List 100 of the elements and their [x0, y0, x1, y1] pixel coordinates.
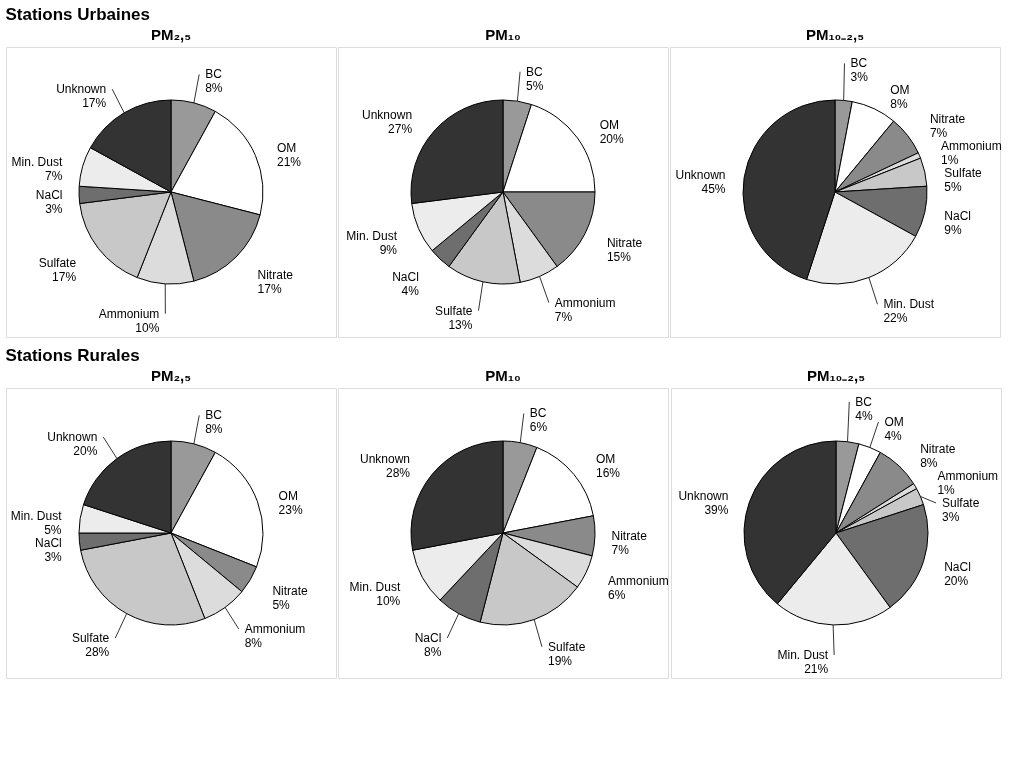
- slice-label: Sulfate: [942, 495, 980, 510]
- slice-label: Nitrate: [611, 529, 648, 544]
- data-label: 8%: [205, 422, 223, 437]
- slice-label: NaCl: [944, 208, 971, 223]
- data-label: 20%: [599, 131, 625, 146]
- data-label: 8%: [423, 644, 442, 659]
- data-label: 10%: [135, 320, 160, 335]
- slice-label: NaCl: [35, 188, 63, 203]
- slice-label: Ammonium: [554, 295, 616, 310]
- text: Stations Rurales: [5, 345, 140, 365]
- slice-label: OM: [277, 140, 297, 155]
- data-label: 17%: [52, 269, 77, 284]
- slice-label: OM: [595, 452, 616, 467]
- data-label: 20%: [73, 444, 98, 459]
- slice-label: BC: [526, 64, 544, 79]
- data-label: 20%: [944, 573, 969, 588]
- data-label: 9%: [944, 222, 962, 237]
- slice-label: NaCl: [944, 559, 971, 574]
- data-label: 7%: [929, 125, 948, 140]
- slice-label: OM: [599, 117, 620, 132]
- data-label: 21%: [277, 154, 302, 169]
- chart-title: PM₁₀: [485, 367, 521, 384]
- slice-label: Unknown: [362, 108, 413, 123]
- slice-label: Min. Dust: [777, 647, 829, 662]
- slice-label: Unknown: [359, 452, 411, 467]
- data-label: 3%: [942, 509, 960, 524]
- data-label: 8%: [244, 635, 263, 650]
- data-label: 5%: [272, 597, 291, 612]
- data-label: 6%: [529, 420, 548, 435]
- chart-title: PM₂,₅: [150, 367, 192, 384]
- slice-label: BC: [205, 408, 223, 423]
- data-label: 10%: [376, 594, 401, 609]
- slice-label: Sulfate: [547, 639, 586, 654]
- data-label: 4%: [855, 409, 873, 423]
- data-label: 7%: [611, 543, 630, 558]
- data-label: 19%: [547, 653, 573, 668]
- data-label: 16%: [595, 466, 621, 481]
- slice-label: Unknown: [675, 168, 726, 183]
- slice-label: Nitrate: [606, 235, 643, 250]
- slice-label: Unknown: [678, 488, 729, 503]
- slice-label: Sulfate: [944, 165, 983, 180]
- data-label: 4%: [401, 284, 420, 299]
- data-label: 5%: [526, 78, 544, 93]
- data-label: 15%: [606, 249, 632, 264]
- chart-title: PM₁₀₋₂,₅: [805, 26, 865, 43]
- text: Stations Urbaines: [5, 4, 151, 24]
- chart-title: PM₁₀₋₂,₅: [806, 367, 866, 384]
- slice-label: Unknown: [56, 82, 107, 97]
- slice-label: BC: [855, 395, 873, 409]
- slice-label: BC: [205, 67, 223, 82]
- slice-label: Ammonium: [608, 573, 669, 588]
- data-label: 21%: [804, 661, 829, 676]
- data-label: 17%: [257, 281, 282, 296]
- slice-label: Ammonium: [98, 306, 160, 321]
- slice-label: Sulfate: [71, 630, 110, 645]
- slice-label: Sulfate: [435, 303, 473, 318]
- slice-label: BC: [850, 56, 868, 71]
- data-label: 5%: [44, 523, 62, 538]
- data-label: 22%: [883, 311, 908, 326]
- data-label: 8%: [920, 455, 938, 470]
- data-label: 9%: [379, 243, 398, 258]
- data-label: 28%: [85, 644, 110, 659]
- slice-label: Nitrate: [257, 267, 294, 282]
- slice-label: Sulfate: [38, 255, 77, 270]
- slice-label: Min. Dust: [11, 154, 63, 169]
- slice-label: Nitrate: [272, 583, 309, 598]
- slice-label: OM: [278, 488, 298, 503]
- data-label: 5%: [944, 179, 962, 194]
- slice-label: Ammonium: [941, 138, 1002, 153]
- data-label: 39%: [704, 502, 729, 517]
- data-label: 13%: [448, 317, 473, 332]
- slice-label: Ammonium: [244, 621, 306, 636]
- data-label: 1%: [937, 482, 956, 497]
- data-label: 17%: [82, 96, 107, 111]
- data-label: 3%: [45, 202, 63, 217]
- slice-label: Min. Dust: [10, 509, 63, 524]
- data-label: 7%: [554, 309, 573, 324]
- slice-label: Nitrate: [929, 111, 966, 126]
- chart-title: PM₂,₅: [150, 26, 192, 43]
- slice-label: Min. Dust: [883, 297, 935, 312]
- slice-label: NaCl: [414, 630, 442, 645]
- data-label: 6%: [608, 587, 626, 602]
- slice-label: NaCl: [392, 270, 419, 285]
- slice-label: NaCl: [35, 536, 62, 551]
- data-label: 27%: [388, 122, 413, 137]
- chart-title: PM₁₀: [485, 26, 521, 43]
- data-label: 8%: [890, 97, 908, 112]
- data-label: 45%: [701, 182, 726, 197]
- slice-label: OM: [890, 83, 910, 98]
- slice-label: Nitrate: [920, 441, 956, 456]
- slice-label: Min. Dust: [349, 580, 401, 595]
- data-label: 7%: [44, 168, 63, 183]
- slice-label: Unknown: [47, 430, 98, 445]
- data-label: 8%: [205, 81, 223, 96]
- data-label: 3%: [850, 70, 869, 85]
- data-label: 4%: [884, 428, 903, 443]
- data-label: 3%: [44, 550, 63, 565]
- slice-label: Min. Dust: [346, 229, 398, 244]
- data-label: 1%: [941, 152, 959, 167]
- slice-label: Ammonium: [937, 468, 999, 483]
